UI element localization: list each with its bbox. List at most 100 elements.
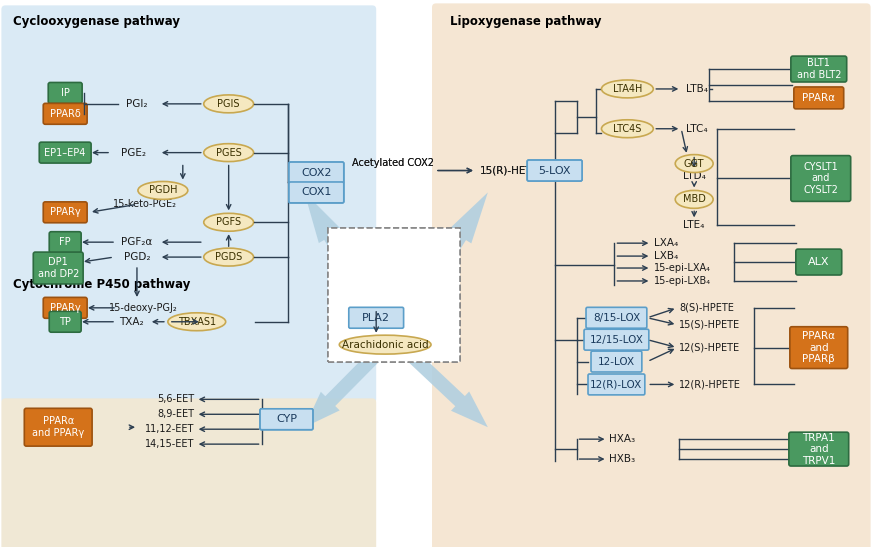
Text: 5-LOX: 5-LOX xyxy=(538,165,571,175)
FancyBboxPatch shape xyxy=(2,5,376,403)
Text: PPARγ: PPARγ xyxy=(50,303,80,313)
Text: FP: FP xyxy=(59,237,71,247)
FancyBboxPatch shape xyxy=(790,327,848,368)
FancyBboxPatch shape xyxy=(2,398,376,548)
Text: 15-epi-LXA₄: 15-epi-LXA₄ xyxy=(654,263,712,273)
Ellipse shape xyxy=(675,190,713,208)
FancyBboxPatch shape xyxy=(796,249,841,275)
FancyBboxPatch shape xyxy=(528,160,582,181)
Text: Acetylated COX2: Acetylated COX2 xyxy=(352,158,434,168)
Text: 15(R)-HETE: 15(R)-HETE xyxy=(480,165,539,175)
Text: 12(R)-LOX: 12(R)-LOX xyxy=(590,379,643,390)
FancyBboxPatch shape xyxy=(24,408,92,446)
Polygon shape xyxy=(397,340,487,427)
Text: PGDH: PGDH xyxy=(148,185,177,196)
Text: 8(S)-HPETE: 8(S)-HPETE xyxy=(679,303,734,313)
Ellipse shape xyxy=(602,120,653,138)
Text: 11,12-EET: 11,12-EET xyxy=(146,424,194,434)
FancyBboxPatch shape xyxy=(44,202,87,222)
FancyBboxPatch shape xyxy=(789,432,848,466)
Text: 15-epi-LXB₄: 15-epi-LXB₄ xyxy=(654,276,712,286)
FancyBboxPatch shape xyxy=(432,3,870,548)
Text: 15-keto-PGE₂: 15-keto-PGE₂ xyxy=(113,199,177,209)
Text: MBD: MBD xyxy=(683,195,705,204)
Text: PPARγ: PPARγ xyxy=(50,207,80,218)
Ellipse shape xyxy=(602,80,653,98)
Text: CYP: CYP xyxy=(276,414,297,424)
Polygon shape xyxy=(395,192,487,333)
FancyBboxPatch shape xyxy=(528,160,582,181)
FancyBboxPatch shape xyxy=(588,374,644,395)
FancyBboxPatch shape xyxy=(586,307,647,328)
FancyBboxPatch shape xyxy=(33,252,83,284)
Text: Acetylated COX2: Acetylated COX2 xyxy=(352,158,434,168)
Text: GGT: GGT xyxy=(684,158,705,169)
Text: CYP: CYP xyxy=(276,414,297,424)
Text: DP1
and DP2: DP1 and DP2 xyxy=(37,257,78,279)
Text: PPARδ: PPARδ xyxy=(50,109,80,119)
Ellipse shape xyxy=(675,155,713,173)
Text: PGF₂α: PGF₂α xyxy=(121,237,153,247)
Text: Cyclooxygenase pathway: Cyclooxygenase pathway xyxy=(13,15,181,28)
Text: PLA2: PLA2 xyxy=(362,313,390,323)
FancyBboxPatch shape xyxy=(44,298,87,318)
Text: LTB₄: LTB₄ xyxy=(686,84,708,94)
Text: LTA4H: LTA4H xyxy=(613,84,642,94)
Text: 5-LOX: 5-LOX xyxy=(538,165,571,175)
Text: Arachidonic acid: Arachidonic acid xyxy=(342,340,428,350)
Ellipse shape xyxy=(204,95,254,113)
FancyBboxPatch shape xyxy=(289,162,344,183)
Text: CYSLT1
and
CYSLT2: CYSLT1 and CYSLT2 xyxy=(803,162,838,195)
FancyBboxPatch shape xyxy=(791,56,847,82)
FancyBboxPatch shape xyxy=(48,83,82,104)
Text: HXA₃: HXA₃ xyxy=(610,434,636,444)
FancyBboxPatch shape xyxy=(584,329,649,350)
FancyBboxPatch shape xyxy=(260,409,313,430)
FancyBboxPatch shape xyxy=(289,162,344,183)
Ellipse shape xyxy=(167,313,226,330)
Text: Lipoxygenase pathway: Lipoxygenase pathway xyxy=(450,15,602,28)
Text: PGD₂: PGD₂ xyxy=(124,252,150,262)
Ellipse shape xyxy=(204,144,254,162)
FancyBboxPatch shape xyxy=(289,182,344,203)
Text: LXB₄: LXB₄ xyxy=(654,251,678,261)
Text: 12/15-LOX: 12/15-LOX xyxy=(589,335,644,345)
Text: TP: TP xyxy=(59,317,72,327)
FancyBboxPatch shape xyxy=(39,142,91,163)
Text: LTD₄: LTD₄ xyxy=(683,170,705,180)
FancyBboxPatch shape xyxy=(329,228,460,362)
FancyBboxPatch shape xyxy=(791,156,851,201)
Text: PGI₂: PGI₂ xyxy=(126,99,147,109)
Text: ALX: ALX xyxy=(808,257,829,267)
Text: COX2: COX2 xyxy=(301,168,331,178)
Text: COX1: COX1 xyxy=(301,187,331,197)
Text: PLA2: PLA2 xyxy=(362,313,390,323)
Polygon shape xyxy=(304,341,390,427)
Text: IP: IP xyxy=(61,88,70,98)
FancyBboxPatch shape xyxy=(44,104,87,124)
Ellipse shape xyxy=(204,248,254,266)
Text: 15(R)-HETE: 15(R)-HETE xyxy=(480,165,539,175)
Text: 12(R)-HPETE: 12(R)-HPETE xyxy=(679,379,741,390)
Ellipse shape xyxy=(339,335,431,354)
Text: 15(S)-HPETE: 15(S)-HPETE xyxy=(679,319,740,330)
FancyBboxPatch shape xyxy=(329,228,460,362)
FancyBboxPatch shape xyxy=(289,182,344,203)
Text: Phospholipid: Phospholipid xyxy=(361,279,427,289)
Text: 12-LOX: 12-LOX xyxy=(598,357,635,367)
Text: 12(S)-HPETE: 12(S)-HPETE xyxy=(679,342,740,352)
Text: Arachidonic acid: Arachidonic acid xyxy=(342,340,428,350)
Text: PGDS: PGDS xyxy=(215,252,242,262)
Text: BLT1
and BLT2: BLT1 and BLT2 xyxy=(796,58,841,80)
Text: 8/15-LOX: 8/15-LOX xyxy=(593,313,640,323)
Text: 8,9-EET: 8,9-EET xyxy=(158,409,194,419)
FancyBboxPatch shape xyxy=(49,232,81,253)
Text: PGE₂: PGE₂ xyxy=(121,147,146,158)
Text: LXA₄: LXA₄ xyxy=(654,238,678,248)
Text: LTC4S: LTC4S xyxy=(613,124,642,134)
Text: COX2: COX2 xyxy=(301,168,331,178)
Text: LTC₄: LTC₄ xyxy=(686,124,708,134)
Text: COX1: COX1 xyxy=(301,187,331,197)
Text: TBXAS1: TBXAS1 xyxy=(178,317,216,327)
FancyBboxPatch shape xyxy=(349,307,404,328)
